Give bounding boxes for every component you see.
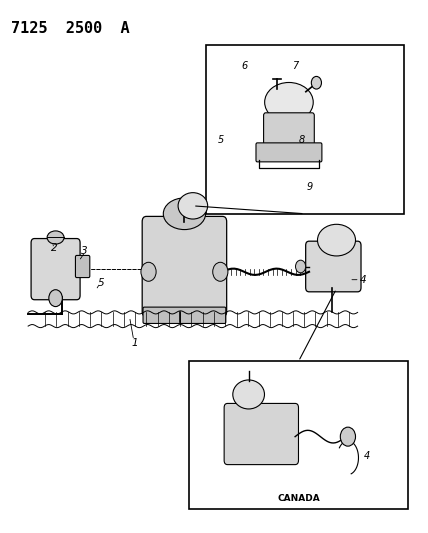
FancyBboxPatch shape [31,239,80,300]
Circle shape [340,427,356,446]
Text: 1: 1 [132,338,138,348]
Circle shape [213,262,228,281]
Text: CANADA: CANADA [277,494,320,503]
FancyBboxPatch shape [306,241,361,292]
Circle shape [49,290,62,306]
FancyBboxPatch shape [75,255,90,278]
Ellipse shape [265,83,313,122]
FancyBboxPatch shape [143,307,226,324]
Text: 6: 6 [241,61,248,71]
Text: 5: 5 [98,278,104,288]
Text: 4: 4 [360,274,366,285]
Text: 9: 9 [307,182,313,192]
FancyBboxPatch shape [224,403,298,465]
Circle shape [141,262,156,281]
Text: 5: 5 [218,135,224,145]
Ellipse shape [47,231,64,244]
FancyBboxPatch shape [256,143,322,162]
FancyBboxPatch shape [264,113,314,150]
Ellipse shape [178,192,208,219]
Text: 4: 4 [364,451,370,462]
FancyBboxPatch shape [205,45,404,214]
Ellipse shape [318,224,356,256]
Text: 3: 3 [81,246,88,256]
Ellipse shape [163,198,205,230]
Text: 8: 8 [298,135,305,145]
Text: 7125  2500  A: 7125 2500 A [11,21,130,36]
Circle shape [295,260,306,273]
Ellipse shape [233,380,265,409]
Text: 2: 2 [51,243,58,253]
FancyBboxPatch shape [189,361,408,509]
FancyBboxPatch shape [142,216,227,317]
Circle shape [311,76,321,89]
Text: 7: 7 [292,61,298,71]
